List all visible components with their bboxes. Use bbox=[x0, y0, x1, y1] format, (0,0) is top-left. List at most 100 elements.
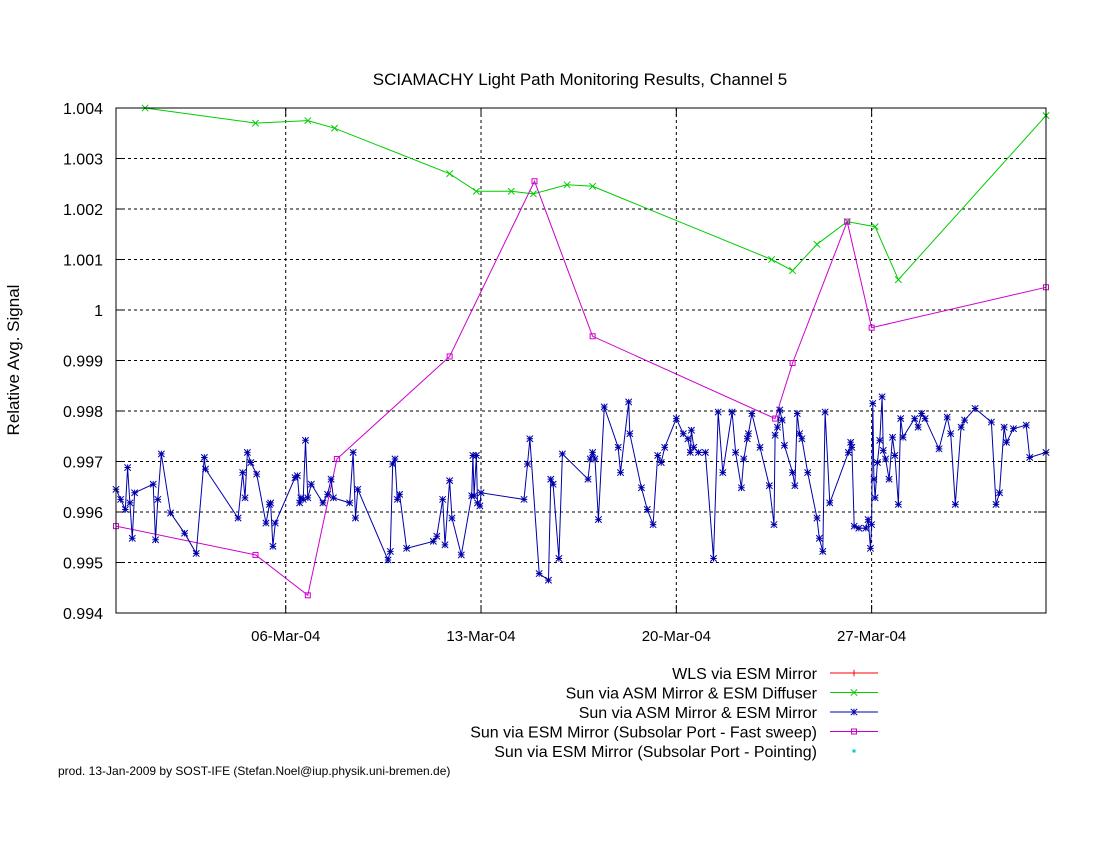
data-point bbox=[743, 435, 751, 443]
data-point bbox=[558, 450, 566, 458]
data-point bbox=[826, 499, 834, 507]
data-point bbox=[167, 509, 175, 517]
x-tick-label: 27-Mar-04 bbox=[837, 628, 906, 645]
data-point bbox=[439, 495, 447, 503]
data-point bbox=[897, 415, 905, 423]
x-tick-label: 20-Mar-04 bbox=[642, 628, 711, 645]
data-point bbox=[864, 516, 872, 524]
data-point bbox=[795, 430, 804, 438]
plot-series bbox=[112, 104, 1050, 599]
data-point bbox=[765, 482, 773, 490]
data-point bbox=[594, 516, 602, 524]
data-point bbox=[771, 431, 779, 439]
data-point bbox=[686, 448, 694, 456]
data-point bbox=[253, 470, 261, 478]
data-point bbox=[776, 406, 784, 414]
data-point bbox=[351, 514, 360, 522]
data-point bbox=[868, 521, 876, 529]
data-point bbox=[349, 448, 357, 456]
legend-label: Sun via ESM Mirror (Subsolar Port - Poin… bbox=[494, 744, 817, 761]
data-point bbox=[855, 524, 863, 532]
data-point bbox=[870, 475, 878, 483]
data-point bbox=[117, 495, 125, 503]
data-point bbox=[200, 453, 208, 462]
data-point bbox=[523, 460, 532, 468]
data-point bbox=[589, 333, 596, 340]
y-tick-label: 0.998 bbox=[63, 404, 103, 421]
data-point bbox=[709, 554, 718, 563]
data-point bbox=[121, 505, 129, 514]
data-point bbox=[943, 413, 951, 421]
data-point bbox=[329, 494, 337, 502]
data-point bbox=[815, 534, 823, 542]
series-line bbox=[145, 107, 1047, 281]
data-point bbox=[891, 451, 899, 459]
data-point bbox=[319, 499, 327, 507]
data-point bbox=[262, 519, 270, 527]
data-point bbox=[728, 408, 736, 416]
data-point bbox=[768, 255, 776, 264]
data-point bbox=[267, 499, 275, 507]
data-point bbox=[247, 458, 255, 467]
data-point bbox=[701, 448, 709, 456]
legend-marker bbox=[852, 749, 856, 753]
data-point bbox=[529, 190, 537, 198]
data-point bbox=[625, 398, 633, 406]
data-point bbox=[780, 441, 788, 449]
data-point bbox=[131, 489, 139, 497]
data-point bbox=[448, 514, 456, 522]
data-point bbox=[241, 494, 249, 502]
data-point bbox=[951, 500, 959, 508]
legend: WLS via ESM Mirror Sun via ASM Mirror & E… bbox=[470, 666, 878, 761]
data-point bbox=[591, 455, 599, 463]
data-point bbox=[446, 477, 454, 485]
data-point bbox=[992, 500, 1000, 508]
data-point bbox=[862, 524, 870, 532]
legend-label: Sun via ASM Mirror & ESM Mirror bbox=[579, 705, 818, 722]
data-point bbox=[844, 218, 851, 225]
data-point bbox=[128, 534, 136, 542]
data-point bbox=[476, 502, 484, 510]
data-point bbox=[472, 451, 480, 459]
data-point bbox=[384, 556, 392, 564]
data-point bbox=[947, 430, 955, 438]
data-point bbox=[472, 187, 480, 195]
x-tick-label: 06-Mar-04 bbox=[251, 628, 320, 645]
data-point bbox=[1022, 421, 1030, 429]
data-point bbox=[393, 495, 401, 503]
data-point bbox=[520, 495, 528, 503]
chart-footer: prod. 13-Jan-2009 by SOST-IFE (Stefan.No… bbox=[58, 764, 450, 778]
data-point bbox=[386, 547, 394, 555]
data-point bbox=[154, 495, 162, 503]
legend-marker bbox=[851, 728, 857, 735]
legend-label: WLS via ESM Mirror bbox=[672, 666, 818, 683]
data-point bbox=[789, 360, 796, 367]
data-point bbox=[239, 469, 247, 477]
data-point bbox=[921, 415, 929, 423]
data-point bbox=[616, 469, 625, 477]
data-point bbox=[672, 415, 680, 423]
data-point bbox=[330, 124, 339, 132]
data-point bbox=[821, 408, 829, 416]
data-point bbox=[899, 433, 907, 441]
data-point bbox=[403, 544, 411, 552]
data-point bbox=[293, 472, 301, 480]
data-point bbox=[791, 482, 799, 490]
data-point bbox=[684, 435, 692, 443]
data-point bbox=[234, 514, 242, 522]
data-point bbox=[1026, 453, 1034, 462]
data-point bbox=[813, 514, 821, 522]
data-point bbox=[124, 464, 132, 472]
data-point bbox=[654, 451, 662, 459]
data-point bbox=[296, 499, 304, 507]
data-point bbox=[719, 469, 727, 477]
data-point bbox=[878, 393, 886, 401]
data-point bbox=[299, 495, 307, 503]
data-point bbox=[894, 500, 902, 508]
data-point bbox=[333, 455, 340, 462]
data-point bbox=[661, 443, 669, 451]
data-point bbox=[740, 455, 748, 463]
data-point bbox=[694, 448, 702, 456]
data-point bbox=[789, 469, 797, 477]
data-point bbox=[304, 494, 312, 502]
